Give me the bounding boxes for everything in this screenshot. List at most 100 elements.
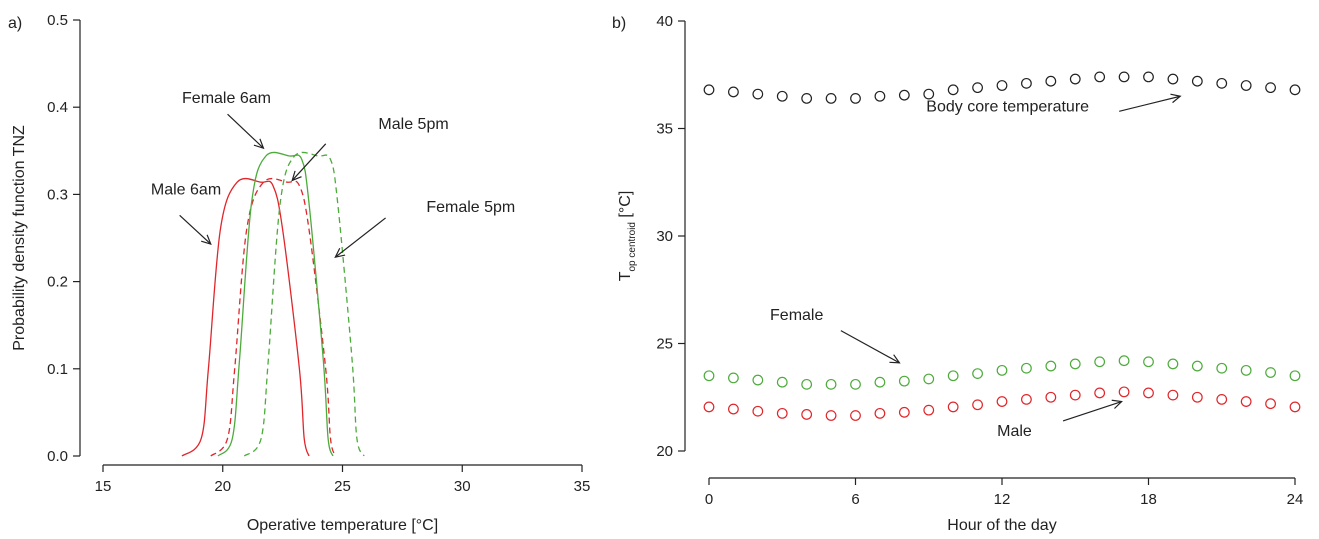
data-point-male bbox=[776, 407, 788, 419]
panel-a-annotations: Male 6am Female 6am Male 5pm Female 5pm bbox=[151, 90, 515, 259]
annotation-male-6am: Male 6am bbox=[151, 181, 221, 198]
data-point-body-core-temperature bbox=[1216, 77, 1228, 89]
panel-a-y-tick-label: 0.0 bbox=[47, 448, 68, 465]
data-point-male bbox=[1289, 401, 1301, 413]
data-point-female bbox=[703, 370, 715, 382]
arrow-male-5pm bbox=[291, 143, 327, 182]
data-point-body-core-temperature bbox=[801, 92, 813, 104]
panel-a-x-tick-label: 15 bbox=[95, 478, 112, 495]
data-point-female bbox=[1045, 360, 1057, 372]
data-point-male bbox=[801, 409, 813, 420]
data-point-body-core-temperature bbox=[1191, 75, 1203, 87]
data-point-body-core-temperature bbox=[850, 92, 861, 104]
data-point-body-core-temperature bbox=[1240, 80, 1252, 91]
series-line-female-5pm bbox=[243, 151, 365, 457]
data-point-body-core-temperature bbox=[947, 84, 959, 96]
panel-b-y-axis-label-subscript: op centroid bbox=[627, 222, 638, 271]
panel-b-x-tick-label: 12 bbox=[994, 491, 1011, 508]
data-point-female bbox=[947, 370, 959, 382]
panel-b-x-tick-label: 6 bbox=[851, 491, 859, 508]
data-point-male bbox=[1045, 391, 1057, 403]
data-point-male bbox=[1240, 396, 1252, 407]
panel-b-x-axis-label: Hour of the day bbox=[947, 517, 1056, 534]
data-point-male bbox=[874, 407, 886, 419]
annotation-female-5pm: Female 5pm bbox=[426, 199, 515, 216]
data-point-body-core-temperature bbox=[874, 90, 886, 102]
data-point-body-core-temperature bbox=[972, 82, 983, 94]
data-point-male bbox=[1094, 387, 1106, 399]
data-point-male bbox=[1167, 389, 1179, 401]
data-point-male bbox=[1191, 391, 1203, 403]
panel-b-y-tick-label: 35 bbox=[656, 121, 673, 138]
panel-b-label: b) bbox=[612, 15, 626, 32]
data-point-body-core-temperature bbox=[703, 84, 715, 96]
panel-a-y-tick-label: 0.3 bbox=[47, 186, 68, 203]
annotation-female-6am: Female 6am bbox=[182, 90, 271, 107]
arrow-male-6am bbox=[179, 214, 212, 246]
panel-a-y-tick-label: 0.4 bbox=[47, 99, 68, 116]
panel-b-y-axis-label-unit: [°C] bbox=[617, 191, 634, 222]
data-point-female bbox=[1021, 362, 1032, 374]
arrow-female-6am bbox=[227, 113, 265, 150]
panel-b-y-tick-label: 25 bbox=[656, 336, 673, 353]
data-point-female bbox=[1069, 358, 1081, 370]
data-point-body-core-temperature bbox=[1021, 77, 1032, 89]
data-point-body-core-temperature bbox=[1167, 73, 1179, 85]
panel-b-y-axis-label: Top centroid [°C] bbox=[617, 191, 638, 282]
panel-a-x-tick-label: 25 bbox=[334, 478, 351, 495]
arrow-female bbox=[840, 330, 901, 364]
data-point-body-core-temperature bbox=[1069, 73, 1081, 85]
data-point-female bbox=[1191, 360, 1203, 372]
data-point-female bbox=[996, 364, 1008, 376]
data-point-male bbox=[752, 405, 764, 417]
data-point-body-core-temperature bbox=[776, 90, 788, 102]
data-point-female bbox=[850, 378, 861, 390]
arrow-body-core-temperature bbox=[1119, 93, 1182, 112]
panel-a-x-tick-label: 30 bbox=[454, 478, 471, 495]
panel-a-label: a) bbox=[8, 15, 22, 32]
panel-b-y-axis-label-main: T bbox=[617, 271, 634, 281]
data-point-body-core-temperature bbox=[898, 89, 910, 101]
data-point-female bbox=[874, 376, 886, 388]
panel-a-chart: a) 0.0 0.1 0.2 0.3 0.4 0.5 15 20 25 30 35 Operati… bbox=[8, 12, 590, 534]
data-point-body-core-temperature bbox=[1094, 71, 1106, 83]
data-point-male bbox=[850, 410, 861, 421]
data-point-body-core-temperature bbox=[923, 88, 935, 100]
data-point-male bbox=[972, 399, 983, 411]
series-line-female-6am bbox=[217, 151, 334, 457]
panel-b-y-tick-label: 20 bbox=[656, 443, 673, 460]
data-point-body-core-temperature bbox=[1265, 82, 1276, 94]
panel-a-y-ticks: 0.0 0.1 0.2 0.3 0.4 0.5 bbox=[47, 12, 80, 465]
panel-b-x-ticks: 0 6 12 18 24 bbox=[705, 478, 1304, 508]
data-point-female bbox=[825, 378, 837, 390]
panel-a-x-ticks: 15 20 25 30 35 bbox=[95, 465, 590, 495]
data-point-body-core-temperature bbox=[728, 86, 739, 98]
annotation-male-5pm: Male 5pm bbox=[378, 116, 448, 133]
data-point-female bbox=[972, 368, 983, 380]
data-point-body-core-temperature bbox=[996, 80, 1008, 91]
data-point-female bbox=[728, 372, 739, 384]
data-point-male bbox=[1021, 394, 1032, 405]
arrow-female-5pm bbox=[334, 217, 386, 259]
data-point-body-core-temperature bbox=[825, 92, 837, 104]
data-point-female bbox=[1118, 355, 1130, 367]
panel-b-x-tick-label: 18 bbox=[1140, 491, 1157, 508]
panel-b-x-tick-label: 24 bbox=[1287, 491, 1304, 508]
data-point-female bbox=[923, 373, 935, 385]
data-point-body-core-temperature bbox=[752, 88, 764, 100]
panel-b-y-tick-label: 40 bbox=[656, 13, 673, 30]
panel-b-series-group bbox=[703, 71, 1301, 421]
panel-a-y-tick-label: 0.5 bbox=[47, 12, 68, 29]
panel-a-y-tick-label: 0.2 bbox=[47, 274, 68, 291]
data-point-male bbox=[1143, 387, 1154, 399]
panel-b-x-tick-label: 0 bbox=[705, 491, 713, 508]
panel-a-x-tick-label: 20 bbox=[214, 478, 231, 495]
data-point-male bbox=[898, 406, 910, 418]
panel-b-chart: b) 20 25 30 35 40 0 6 12 18 24 Hour of the day T… bbox=[612, 13, 1303, 534]
data-point-female bbox=[898, 375, 910, 387]
data-point-female bbox=[801, 378, 813, 390]
data-point-male bbox=[825, 410, 837, 421]
annotation-body-core-temperature: Body core temperature bbox=[926, 98, 1089, 115]
data-point-body-core-temperature bbox=[1045, 75, 1057, 87]
